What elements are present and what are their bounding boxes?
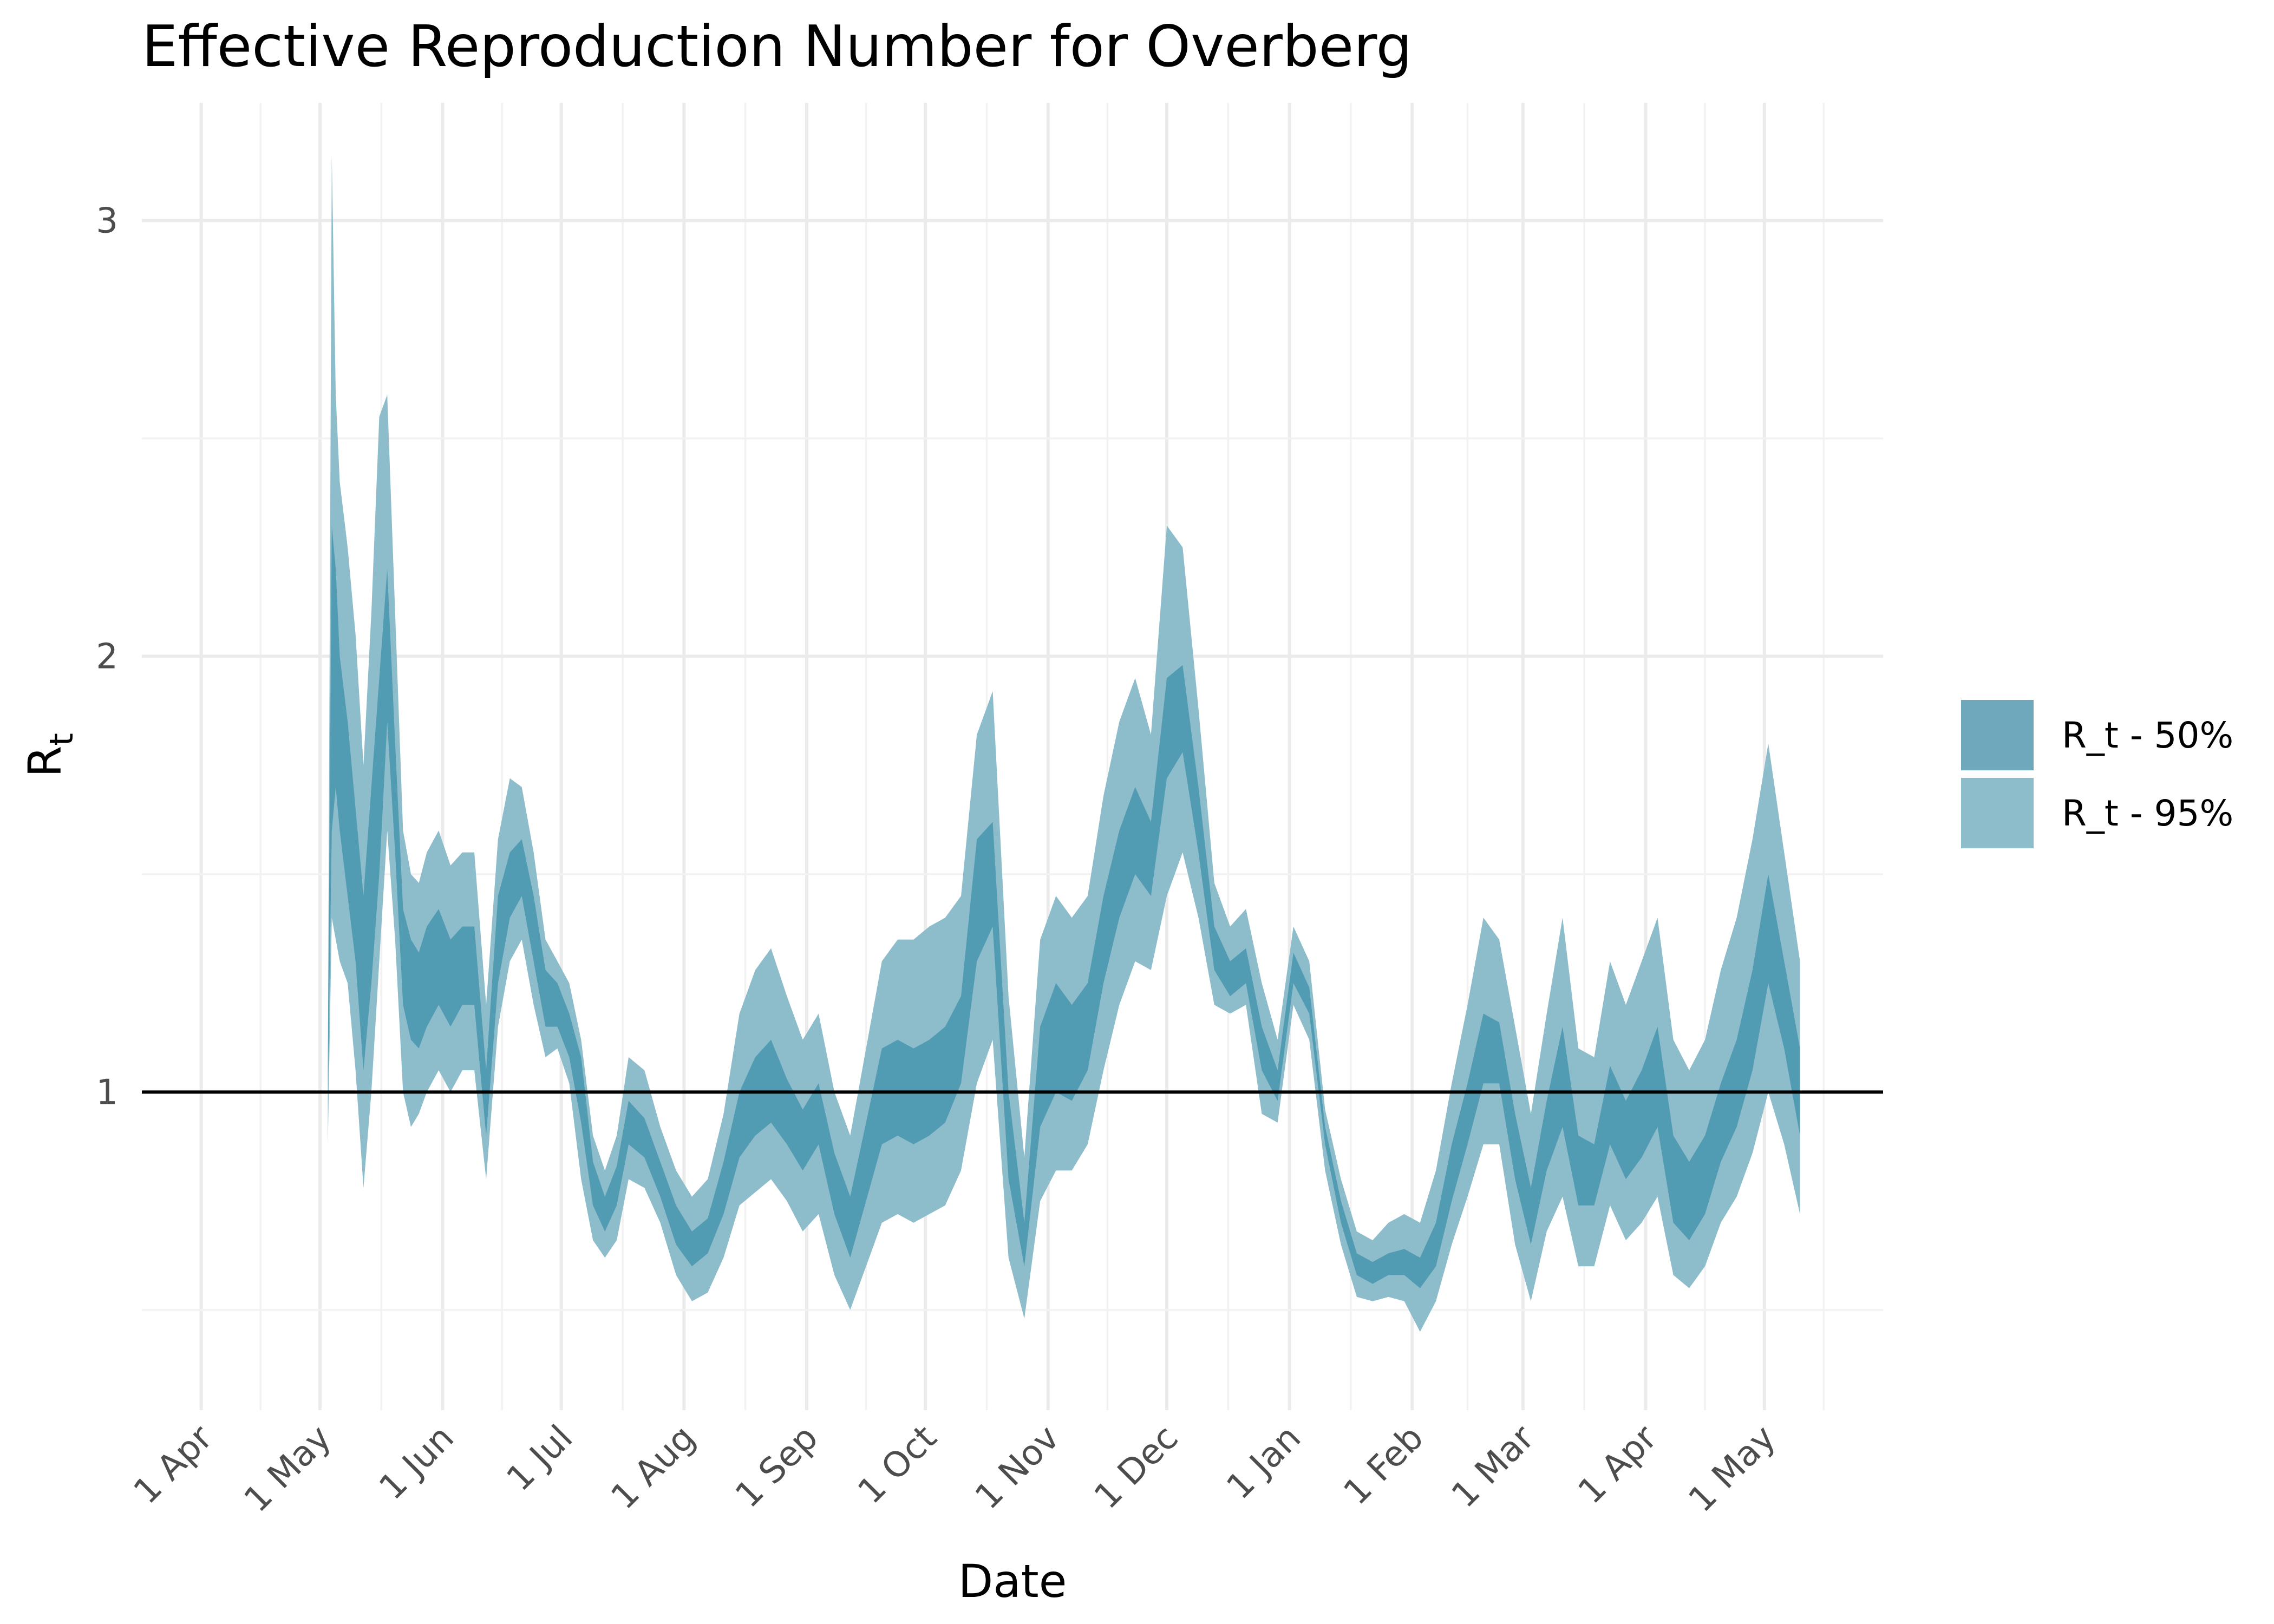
y-tick-label: 2	[96, 637, 118, 677]
y-tick-label: 3	[96, 201, 118, 241]
legend: R_t - 50% R_t - 95%	[1961, 700, 2233, 848]
x-axis-ticks: 1 Apr 1 May 1 Jun 1 Jul 1 Aug 1 Sep 1 Oct 1 Nov…	[126, 1418, 1783, 1521]
y-axis-ticks: 1 2 3	[96, 201, 118, 1112]
y-axis-title-main: R	[18, 746, 71, 777]
x-tick-label: 1 Mar	[1444, 1418, 1542, 1516]
x-tick-label: 1 May	[237, 1418, 339, 1520]
x-tick-label: 1 Nov	[968, 1418, 1067, 1517]
x-tick-label: 1 Jul	[499, 1418, 580, 1499]
legend-key-95	[1961, 778, 2034, 848]
x-tick-label: 1 Feb	[1336, 1418, 1432, 1513]
x-tick-label: 1 Apr	[126, 1418, 220, 1512]
x-tick-label: 1 May	[1681, 1418, 1783, 1520]
x-tick-label: 1 Jun	[372, 1418, 462, 1508]
legend-key-50	[1961, 700, 2034, 770]
y-axis-title: Rt	[18, 733, 81, 777]
x-tick-label: 1 Apr	[1571, 1418, 1665, 1512]
y-tick-label: 1	[96, 1072, 118, 1112]
y-axis-title-subscript: t	[43, 733, 81, 746]
legend-label-50: R_t - 50%	[2062, 715, 2233, 756]
x-axis-title: Date	[958, 1555, 1067, 1608]
chart-title: Effective Reproduction Number for Overbe…	[142, 14, 1412, 80]
x-tick-label: 1 Jan	[1219, 1418, 1309, 1507]
x-tick-label: 1 Sep	[728, 1418, 826, 1516]
x-tick-label: 1 Aug	[604, 1418, 703, 1517]
x-tick-label: 1 Dec	[1087, 1418, 1186, 1517]
x-tick-label: 1 Oct	[851, 1418, 945, 1512]
legend-label-95: R_t - 95%	[2062, 793, 2233, 834]
